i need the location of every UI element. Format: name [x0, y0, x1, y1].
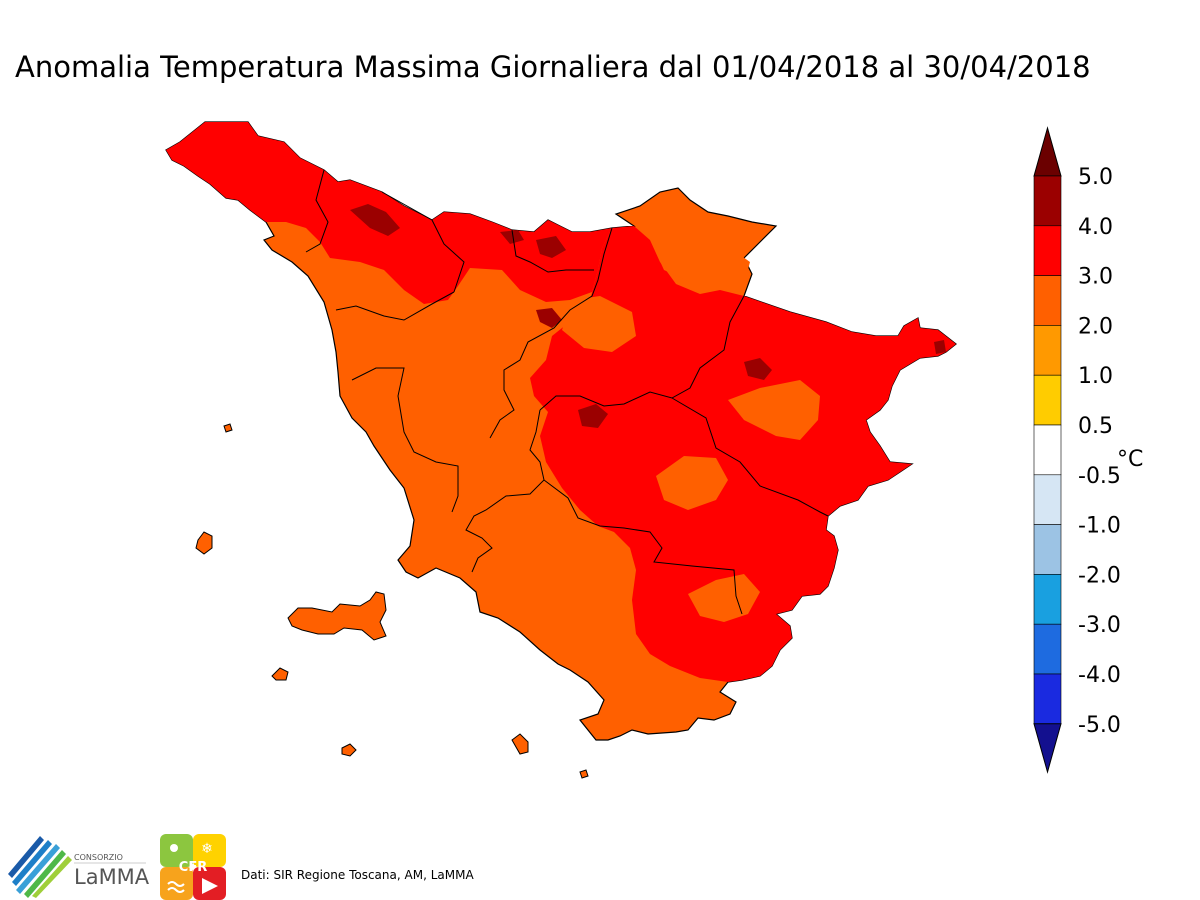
temperature-anomaly-map: [165, 121, 957, 779]
anomaly-hotspot-arezzo: [934, 340, 946, 354]
island-giannutri: [579, 769, 589, 779]
legend-unit-label: °C: [1117, 447, 1144, 472]
cfr-logo: ❄ CFR: [160, 834, 226, 900]
anomaly-hotspot-appennino: [500, 230, 566, 258]
legend-tick-label: -3.0: [1078, 613, 1121, 638]
anomaly-zone-north: [166, 122, 612, 304]
anomaly-hotspot-apuane: [350, 204, 400, 236]
data-source-note: Dati: SIR Regione Toscana, AM, LaMMA: [241, 868, 474, 882]
cfr-logo-text: CFR: [179, 860, 207, 875]
legend-class-swatch: [1033, 175, 1062, 227]
island-gorgona: [223, 423, 233, 433]
legend-tick-label: 1.0: [1078, 364, 1113, 389]
legend-tick-label: -0.5: [1078, 464, 1121, 489]
anomaly-hotspot-pistoia: [536, 308, 562, 328]
anomaly-hotspot-casentino: [744, 358, 772, 380]
lamma-logo-main-text: LaMMA: [74, 865, 150, 889]
legend-tick-label: 0.5: [1078, 414, 1113, 439]
legend-class-swatch: [1033, 225, 1062, 276]
anomaly-patch-valdichiana: [728, 380, 820, 440]
legend-tick-label: 3.0: [1078, 265, 1113, 290]
anomaly-patch-chianti: [562, 296, 636, 352]
island-capraia: [195, 531, 213, 555]
legend-tick-label: -1.0: [1078, 514, 1121, 539]
legend-class-swatch: [1033, 474, 1062, 525]
snowflake-icon: ❄: [201, 841, 213, 857]
legend-overflow-high: [1033, 126, 1062, 177]
anomaly-hotspot-firenze: [578, 404, 608, 428]
legend-tick-label: -4.0: [1078, 663, 1121, 688]
waves-icon: [167, 881, 185, 893]
legend-class-swatch: [1033, 325, 1062, 376]
legend-tick-label: -5.0: [1078, 713, 1121, 738]
anomaly-zone-central-east: [530, 226, 956, 682]
legend-class-swatch: [1033, 673, 1062, 725]
island-elba: [287, 591, 387, 641]
anomaly-patch-casentino: [654, 236, 750, 290]
legend-tick-label: -2.0: [1078, 563, 1121, 588]
anomaly-patch-amiata: [688, 574, 760, 622]
legend-class-swatch: [1033, 623, 1062, 675]
lamma-logo: CONSORZIO LaMMA: [8, 836, 150, 898]
lamma-stripes-icon: [8, 836, 72, 898]
lamma-logo-top-text: CONSORZIO: [74, 853, 123, 862]
legend-overflow-low: [1033, 723, 1062, 774]
legend-class-swatch: [1033, 275, 1062, 326]
wind-flag-icon: [202, 878, 218, 894]
legend-tick-label: 4.0: [1078, 215, 1113, 240]
island-pianosa: [271, 667, 289, 681]
legend-class-swatch: [1033, 374, 1062, 426]
island-giglio: [511, 733, 529, 755]
legend-class-swatch: [1033, 524, 1062, 575]
legend-tick-label: 5.0: [1078, 165, 1113, 190]
legend-class-swatch: [1033, 424, 1062, 476]
anomaly-patch-siena: [656, 456, 728, 510]
island-montecristo: [341, 743, 357, 757]
legend-tick-label: 2.0: [1078, 314, 1113, 339]
rain-icon: [170, 844, 178, 852]
legend-class-swatch: [1033, 574, 1062, 625]
map-title: Anomalia Temperatura Massima Giornaliera…: [15, 50, 1091, 84]
province-boundaries: [305, 169, 829, 615]
